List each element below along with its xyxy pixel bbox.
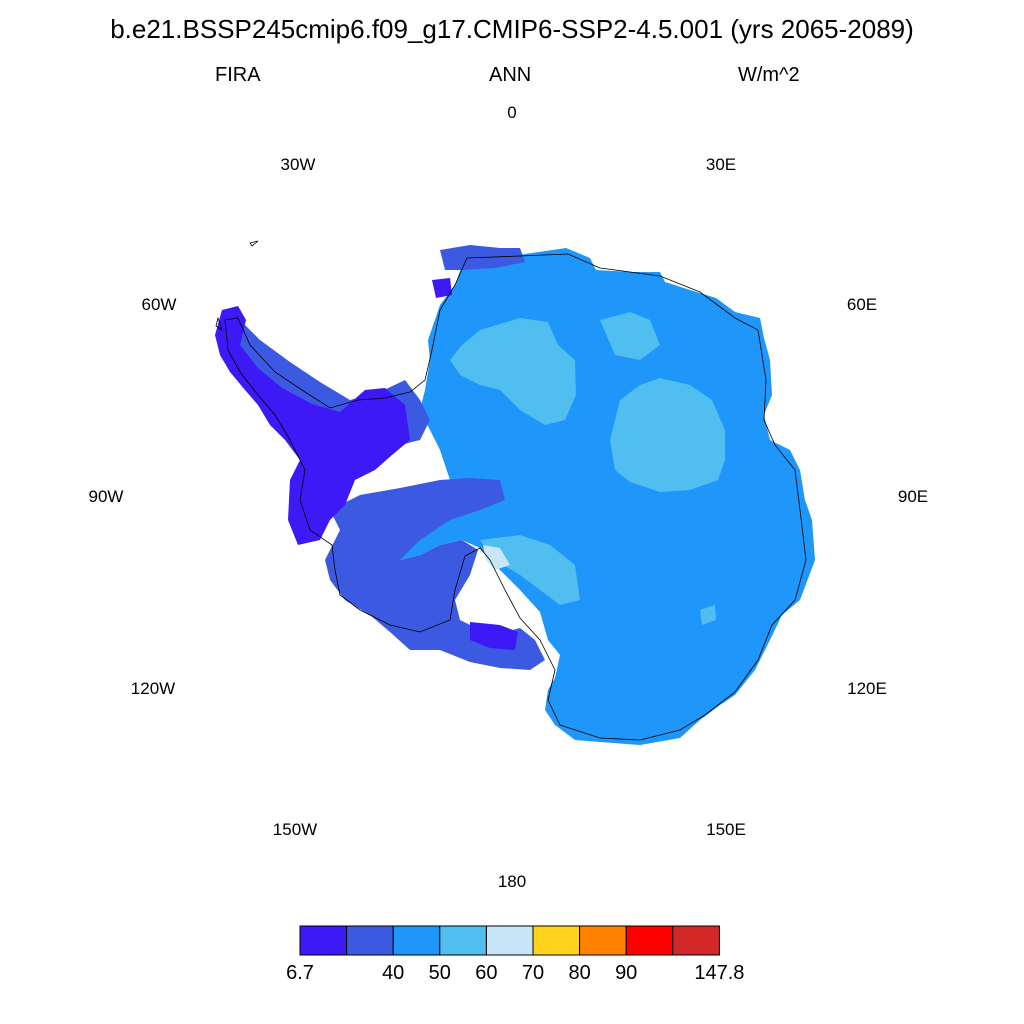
lon-label-180: 180 [497, 872, 527, 891]
lon-label-150e: 150E [706, 820, 746, 839]
colorbar-box-1 [346, 925, 394, 956]
lon-label-60w: 60W [141, 295, 177, 314]
colorbar-box-0 [299, 925, 348, 956]
colorbar-label-7: 147.8 [694, 962, 745, 984]
lon-label-90w: 90W [88, 487, 124, 506]
colorbar-label-4: 70 [521, 962, 545, 984]
lon-label-60e: 60E [846, 295, 878, 314]
map-class-50-60 [450, 312, 725, 625]
plot-title: b.e21.BSSP245cmip6.f09_g17.CMIP6-SSP2-4.… [110, 14, 914, 44]
coastline [215, 240, 807, 741]
lon-label-120e: 120E [847, 679, 887, 698]
lon-label-30e: 30E [705, 155, 737, 174]
season-label: ANN [489, 64, 532, 86]
colorbar-label-2: 50 [428, 962, 451, 984]
colorbar-label-0: 6.7 [286, 962, 314, 984]
colorbar-box-6 [579, 925, 627, 956]
lon-label-30w: 30W [280, 155, 316, 174]
colorbar-box-4 [485, 925, 534, 956]
colorbar-label-1: 40 [382, 962, 405, 984]
units-label: W/m^2 [738, 64, 800, 86]
map-class-60-70 [483, 545, 510, 570]
lon-label-90e: 90E [897, 487, 929, 506]
colorbar-box-2 [392, 925, 441, 956]
colorbar-box-8 [672, 925, 720, 956]
lon-label-150w: 150W [272, 820, 318, 839]
colorbar-label-6: 90 [615, 962, 638, 984]
lon-label-120w: 120W [130, 679, 176, 698]
colorbar-label-5: 80 [568, 962, 591, 984]
colorbar-box-3 [439, 925, 487, 956]
colorbar-box-7 [625, 925, 674, 956]
map-class-6-7-40 [215, 278, 518, 650]
colorbar-box-5 [532, 925, 581, 956]
colorbar-label-3: 60 [475, 962, 498, 984]
lon-label-0: 0 [507, 103, 517, 122]
variable-label: FIRA [215, 64, 261, 86]
